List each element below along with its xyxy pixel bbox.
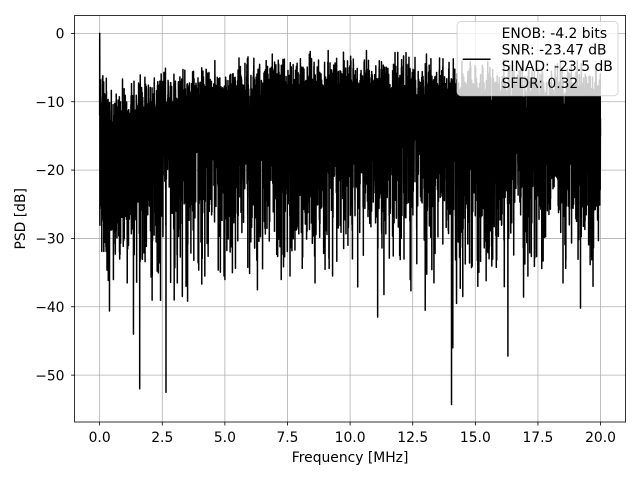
legend-sfdr: SFDR: 0.32 bbox=[502, 76, 579, 92]
legend-enob: ENOB: -4.2 bits bbox=[502, 26, 607, 42]
x-axis-label: Frequency [MHz] bbox=[292, 450, 409, 466]
legend-snr: SNR: -23.47 dB bbox=[502, 43, 607, 59]
psd-trace bbox=[98, 32, 602, 406]
tick-marks bbox=[71, 33, 601, 426]
x-tick-labels: 0.0 2.5 5.0 7.5 10.0 12.5 15.0 17.5 20.0 bbox=[89, 430, 616, 446]
y-tick-label: −40 bbox=[35, 300, 64, 316]
x-tick-label: 12.5 bbox=[397, 430, 428, 446]
x-tick-label: 20.0 bbox=[585, 430, 616, 446]
y-tick-label: −30 bbox=[35, 232, 64, 248]
x-tick-label: 5.0 bbox=[214, 430, 236, 446]
y-tick-label: −50 bbox=[35, 368, 64, 384]
legend-sinad: SINAD: -23.5 dB bbox=[502, 59, 613, 75]
x-tick-label: 7.5 bbox=[276, 430, 298, 446]
y-tick-label: −10 bbox=[35, 95, 64, 111]
x-tick-label: 10.0 bbox=[335, 430, 366, 446]
y-axis-label: PSD [dB] bbox=[13, 188, 29, 249]
y-tick-labels: 0 −10 −20 −30 −40 −50 bbox=[35, 27, 64, 385]
x-tick-label: 0.0 bbox=[89, 430, 111, 446]
legend-frame bbox=[456, 21, 619, 97]
y-tick-label: 0 bbox=[56, 27, 65, 43]
y-tick-label: −20 bbox=[35, 163, 64, 179]
trace-clip-group bbox=[98, 32, 602, 406]
x-tick-label: 2.5 bbox=[151, 430, 173, 446]
x-tick-label: 15.0 bbox=[460, 430, 491, 446]
x-tick-label: 17.5 bbox=[522, 430, 553, 446]
legend: ENOB: -4.2 bits SNR: -23.47 dB SINAD: -2… bbox=[456, 21, 619, 97]
